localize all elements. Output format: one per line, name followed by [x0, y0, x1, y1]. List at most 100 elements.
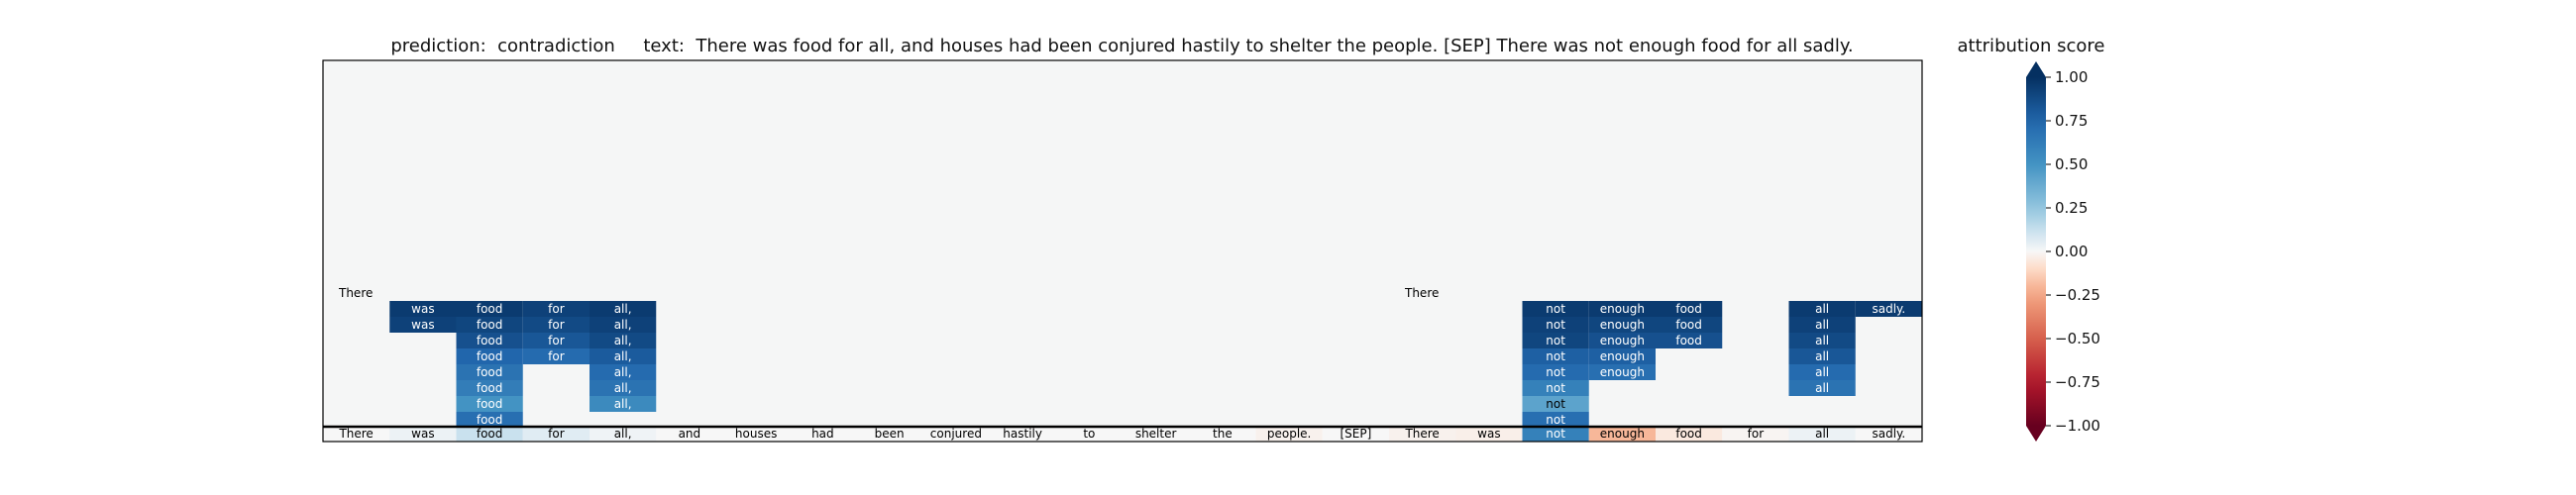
- token-label: food: [1675, 427, 1702, 441]
- token-cell: [323, 427, 390, 442]
- heatmap-cell: [1522, 317, 1589, 333]
- token-cell: [1722, 427, 1789, 442]
- heatmap-cell: [1656, 301, 1723, 317]
- cell-label: food: [477, 413, 503, 427]
- heatmap-cell: [1588, 364, 1656, 380]
- cell-label: for: [548, 349, 565, 363]
- cell-label: food: [477, 334, 503, 347]
- cell-label: enough: [1600, 365, 1645, 379]
- cell-label: food: [1675, 318, 1702, 332]
- cell-label: all,: [614, 318, 632, 332]
- colorbar-tick-label: 1.00: [2055, 68, 2088, 86]
- token-cell: [656, 427, 723, 442]
- plot-area: [323, 60, 1922, 442]
- heatmap-cell: [1522, 380, 1589, 396]
- heatmap-cell: [456, 333, 523, 348]
- token-label: There: [338, 427, 373, 441]
- cell-label: food: [1675, 334, 1702, 347]
- heatmap-cell: [522, 301, 590, 317]
- colorbar-tick-label: −0.50: [2055, 330, 2100, 347]
- cell-label: food: [477, 318, 503, 332]
- cell-label: all: [1815, 334, 1829, 347]
- heatmap-cell: [1588, 317, 1656, 333]
- cell-label: not: [1546, 318, 1565, 332]
- heatmap-cell: [456, 396, 523, 412]
- token-label: food: [477, 427, 503, 441]
- colorbar-max-extension: [2026, 61, 2046, 77]
- heatmap-cell: [389, 301, 457, 317]
- colorbar-tick-label: −0.25: [2055, 286, 2100, 304]
- colorbar-tick-label: 0.75: [2055, 112, 2088, 130]
- heatmap-cell: [522, 333, 590, 348]
- token-label: shelter: [1135, 427, 1177, 441]
- token-label: was: [411, 427, 434, 441]
- cell-label: enough: [1600, 318, 1645, 332]
- token-cell: [1389, 427, 1456, 442]
- cell-label: sadly.: [1872, 302, 1905, 316]
- cell-label: all: [1815, 302, 1829, 316]
- colorbar-title: attribution score: [1957, 36, 2105, 56]
- token-label: [SEP]: [1340, 427, 1371, 441]
- heatmap-cell: [522, 348, 590, 364]
- token-cell: [1455, 427, 1523, 442]
- heatmap-cell: [456, 380, 523, 396]
- colorbar-tick-label: −0.75: [2055, 373, 2100, 391]
- cell-label: all: [1815, 318, 1829, 332]
- heatmap-cell: [1656, 317, 1723, 333]
- cell-label: enough: [1600, 334, 1645, 347]
- cell-label: not: [1546, 349, 1565, 363]
- heatmap-cell: [1788, 301, 1856, 317]
- token-cell: [1123, 427, 1190, 442]
- token-cell: [590, 427, 657, 442]
- token-label: was: [1477, 427, 1500, 441]
- token-cell: [789, 427, 856, 442]
- heatmap-cell: [590, 396, 657, 412]
- colorbar: [2026, 77, 2046, 426]
- token-label: houses: [735, 427, 777, 441]
- cell-label: enough: [1600, 349, 1645, 363]
- token-label: the: [1213, 427, 1233, 441]
- token-label: conjured: [930, 427, 982, 441]
- heatmap-cell: [590, 317, 657, 333]
- heatmap-cell: [522, 317, 590, 333]
- token-cell: [1189, 427, 1256, 442]
- token-label: not: [1546, 427, 1565, 441]
- heatmap-cell: [1788, 380, 1856, 396]
- heatmap-cell: [1788, 348, 1856, 364]
- heatmap-cell: [590, 301, 657, 317]
- token-cell: [1055, 427, 1123, 442]
- token-cell: [1322, 427, 1389, 442]
- heatmap-cell: [590, 380, 657, 396]
- token-cell: [922, 427, 990, 442]
- cell-label: not: [1546, 365, 1565, 379]
- cell-label: food: [477, 349, 503, 363]
- cell-label: was: [411, 302, 434, 316]
- heatmap-cell: [456, 364, 523, 380]
- heatmap-cell: [456, 301, 523, 317]
- heatmap-cell: [1588, 348, 1656, 364]
- token-label: had: [811, 427, 834, 441]
- cell-label: food: [477, 397, 503, 411]
- cell-label: all: [1815, 365, 1829, 379]
- token-cell: [1255, 427, 1323, 442]
- token-cell: [389, 427, 457, 442]
- heatmap-cell: [1522, 364, 1589, 380]
- cell-label: all,: [614, 397, 632, 411]
- token-label: for: [1748, 427, 1765, 441]
- token-label: all: [1815, 427, 1829, 441]
- token-cell: [1522, 427, 1589, 442]
- cell-label: food: [477, 365, 503, 379]
- heatmap-cell: [1588, 301, 1656, 317]
- cell-label: not: [1546, 413, 1565, 427]
- heatmap-cell: [1522, 412, 1589, 428]
- token-label: hastily: [1003, 427, 1042, 441]
- heatmap-cell: [1788, 364, 1856, 380]
- colorbar-tick-label: 0.50: [2055, 155, 2088, 173]
- token-cell: [856, 427, 923, 442]
- token-label: to: [1083, 427, 1095, 441]
- heatmap-cell: [1522, 396, 1589, 412]
- cell-label: for: [548, 302, 565, 316]
- cell-label: for: [548, 334, 565, 347]
- token-cell: [1588, 427, 1656, 442]
